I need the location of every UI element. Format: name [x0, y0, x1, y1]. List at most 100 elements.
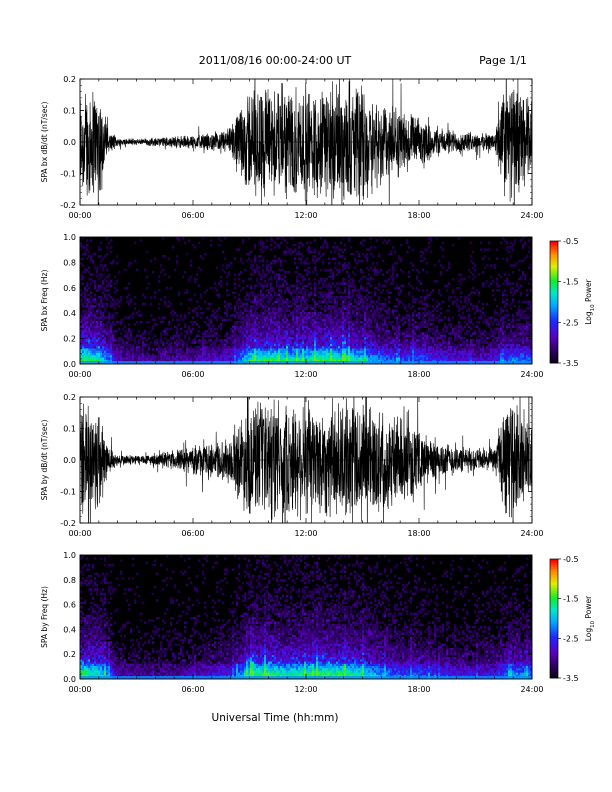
spectrogram-cell — [282, 302, 285, 306]
spectrogram-cell — [104, 345, 107, 349]
spectrogram-cell — [240, 316, 243, 319]
spectrogram-cell — [378, 345, 381, 349]
spectrogram-cell — [256, 284, 259, 288]
spectrogram-cell — [328, 329, 331, 333]
spectrogram-cell — [436, 352, 439, 356]
spectrogram-cell — [166, 345, 169, 349]
spectrogram-cell — [90, 352, 93, 356]
spectrogram-cell — [322, 357, 325, 360]
spectrogram-cell — [432, 318, 435, 322]
spectrogram-cell — [152, 348, 155, 351]
spectrogram-cell — [260, 359, 263, 363]
spectrogram-cell — [226, 266, 229, 270]
spectrogram-cell — [428, 293, 431, 297]
spectrogram-cell — [436, 336, 439, 340]
spectrogram-cell — [360, 359, 363, 363]
spectrogram-cell — [248, 316, 251, 319]
spectrogram-cell — [132, 348, 135, 351]
spectrogram-cell — [378, 339, 381, 342]
spectrogram-cell — [170, 343, 173, 347]
spectrogram-cell — [266, 264, 269, 267]
spectrogram-cell — [176, 259, 179, 263]
spectrogram-cell — [298, 320, 301, 324]
spectrogram-cell — [342, 329, 345, 333]
spectrogram-cell — [418, 343, 421, 347]
spectrogram-cell — [268, 334, 271, 338]
spectrogram-cell — [452, 302, 455, 306]
spectrogram-cell — [338, 350, 341, 353]
spectrogram-cell — [290, 354, 293, 358]
spectrogram-cell — [274, 275, 277, 279]
spectrogram-cell — [324, 354, 327, 358]
spectrogram-cell — [420, 323, 423, 326]
spectrogram-cell — [318, 323, 321, 326]
spectrogram-cell — [262, 318, 265, 322]
spectrogram-cell — [242, 305, 245, 308]
spectrogram-cell — [142, 350, 145, 353]
spectrogram-cell — [102, 345, 105, 349]
spectrogram-cell — [428, 357, 431, 360]
spectrogram-cell — [110, 339, 113, 342]
spectrogram-cell — [164, 352, 167, 356]
spectrogram-cell — [304, 298, 307, 301]
spectrogram-cell — [268, 295, 271, 299]
spectrogram-cell — [120, 295, 123, 299]
spectrogram-cell — [242, 329, 245, 333]
spectrogram-cell — [334, 309, 337, 313]
spectrogram-cell — [314, 325, 317, 329]
spectrogram-cell — [394, 350, 397, 353]
spectrogram-cell — [100, 241, 103, 245]
spectrogram-cell — [100, 302, 103, 306]
spectrogram-cell — [388, 291, 391, 294]
spectrogram-cell — [172, 348, 175, 351]
spectrogram-cell — [260, 334, 263, 338]
spectrogram-cell — [202, 257, 205, 260]
spectrogram-cell — [176, 352, 179, 356]
spectrogram-cell — [114, 307, 117, 310]
spectrogram-cell — [398, 352, 401, 356]
spectrogram-cell — [354, 257, 357, 260]
spectrogram-cell — [432, 341, 435, 344]
spectrogram-cell — [314, 305, 317, 308]
spectrogram-cell — [90, 350, 93, 353]
spectrogram-cell — [348, 359, 351, 363]
spectrogram-cell — [336, 334, 339, 338]
spectrogram-cell — [126, 354, 129, 358]
spectrogram-cell — [310, 320, 313, 324]
spectrogram-cell — [176, 327, 179, 331]
spectrogram-cell — [386, 343, 389, 347]
spectrogram-cell — [418, 339, 421, 342]
spectrogram-cell — [324, 336, 327, 340]
spectrogram-cell — [286, 348, 289, 351]
spectrogram-cell — [298, 359, 301, 363]
spectrogram-cell — [436, 329, 439, 333]
spectrogram-cell — [80, 257, 83, 260]
spectrogram-cell — [378, 359, 381, 363]
spectrogram-cell — [162, 316, 165, 319]
spectrogram-cell — [124, 286, 127, 290]
spectrogram-cell — [264, 332, 267, 335]
spectrogram-cell — [82, 354, 85, 358]
spectrogram-cell — [88, 277, 91, 281]
spectrogram-cell — [382, 323, 385, 326]
spectrogram-cell — [328, 325, 331, 329]
spectrogram-cell — [384, 318, 387, 322]
spectrogram-cell — [250, 314, 253, 317]
spectrogram-cell — [126, 359, 129, 363]
spectrogram-cell — [224, 311, 227, 315]
spectrogram-cell — [308, 246, 311, 249]
spectrogram-cell — [376, 286, 379, 290]
spectrogram-cell — [300, 259, 303, 263]
spectrogram-cell — [168, 350, 171, 353]
spectrogram-cell — [444, 354, 447, 358]
spectrogram-cell — [260, 239, 263, 242]
spectrogram-cell — [290, 339, 293, 342]
spectrogram-cell — [388, 300, 391, 304]
spectrogram-cell — [268, 345, 271, 349]
spectrogram-cell — [348, 332, 351, 335]
spectrogram-cell — [138, 350, 141, 353]
spectrogram-cell — [88, 341, 91, 344]
spectrogram-cell — [212, 348, 215, 351]
spectrogram-cell — [266, 316, 269, 319]
spectrogram-cell — [144, 336, 147, 340]
